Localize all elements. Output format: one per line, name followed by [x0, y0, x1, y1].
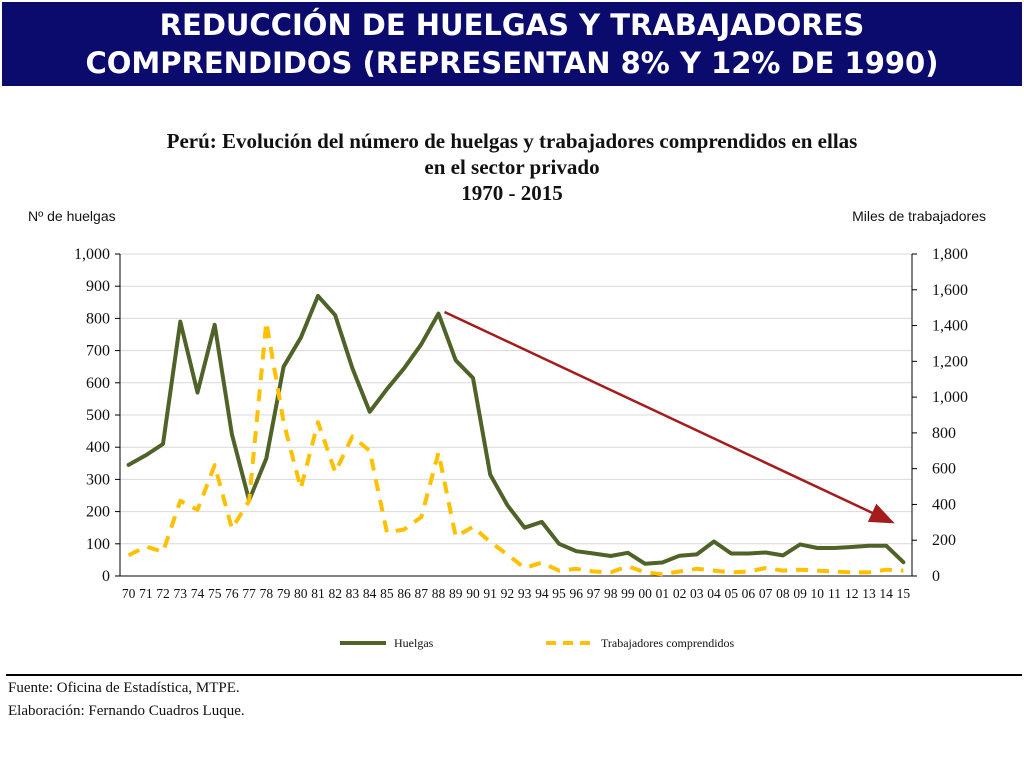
- trend-arrow: [443, 310, 895, 524]
- series-line-trabajadores-comprendidos: [127, 320, 904, 577]
- x-tick-label: 15: [897, 586, 911, 601]
- left-tick-label: 800: [86, 310, 110, 327]
- x-tick-label: 12: [845, 586, 859, 601]
- x-tick-label: 78: [260, 586, 274, 601]
- legend-label: Huelgas: [394, 636, 434, 650]
- left-tick-label: 400: [86, 439, 110, 456]
- x-tick-label: 87: [415, 586, 429, 601]
- x-tick-label: 07: [759, 586, 773, 601]
- x-tick-label: 93: [518, 586, 532, 601]
- x-tick-label: 82: [328, 586, 342, 601]
- x-tick-label: 70: [122, 586, 136, 601]
- x-tick-label: 99: [621, 586, 635, 601]
- chart-title-line-3: 1970 - 2015: [461, 181, 563, 205]
- right-tick-label: 400: [932, 496, 956, 513]
- chart-title-line-1: Perú: Evolución del número de huelgas y …: [166, 129, 858, 153]
- x-tick-label: 00: [638, 586, 652, 601]
- x-tick-label: 83: [346, 586, 360, 601]
- right-tick-label: 1,000: [932, 389, 968, 406]
- x-tick-label: 13: [862, 586, 876, 601]
- x-tick-label: 79: [277, 586, 291, 601]
- slide-title-banner: REDUCCIÓN DE HUELGAS Y TRABAJADORES COMP…: [2, 2, 1022, 86]
- x-tick-label: 03: [690, 586, 704, 601]
- left-tick-label: 500: [86, 407, 110, 424]
- x-tick-label: 97: [587, 586, 601, 601]
- right-tick-label: 800: [932, 425, 956, 442]
- x-tick-label: 73: [174, 586, 188, 601]
- x-tick-label: 02: [673, 586, 687, 601]
- x-tick-label: 96: [570, 586, 584, 601]
- left-tick-label: 0: [102, 568, 110, 585]
- x-tick-label: 95: [552, 586, 566, 601]
- left-tick-label: 100: [86, 536, 110, 553]
- x-tick-label: 92: [501, 586, 515, 601]
- x-tick-label: 89: [449, 586, 463, 601]
- x-tick-label: 06: [742, 586, 756, 601]
- right-axis-title: Miles de trabajadores: [852, 208, 986, 224]
- slide-title-line-1: REDUCCIÓN DE HUELGAS Y TRABAJADORES: [159, 8, 865, 42]
- left-tick-label: 700: [86, 343, 110, 360]
- right-tick-label: 200: [932, 532, 956, 549]
- x-tick-label: 74: [191, 586, 205, 601]
- chart-title: Perú: Evolución del número de huelgas y …: [0, 128, 1024, 206]
- right-tick-label: 1,600: [932, 282, 968, 299]
- right-tick-label: 1,400: [932, 318, 968, 335]
- x-tick-label: 72: [156, 586, 170, 601]
- x-tick-label: 09: [793, 586, 807, 601]
- x-tick-label: 81: [311, 586, 325, 601]
- x-tick-label: 90: [466, 586, 480, 601]
- x-tick-label: 98: [604, 586, 618, 601]
- right-tick-label: 600: [932, 461, 956, 478]
- x-tick-label: 75: [208, 586, 222, 601]
- x-tick-label: 94: [535, 586, 549, 601]
- x-tick-label: 88: [432, 586, 446, 601]
- left-tick-label: 600: [86, 375, 110, 392]
- left-tick-label: 900: [86, 278, 110, 295]
- footer-source: Fuente: Oficina de Estadística, MTPE.: [8, 680, 240, 696]
- left-tick-label: 200: [86, 504, 110, 521]
- x-tick-label: 86: [397, 586, 411, 601]
- x-tick-label: 76: [225, 586, 239, 601]
- left-tick-label: 300: [86, 471, 110, 488]
- x-tick-label: 84: [363, 586, 377, 601]
- legend-label: Trabajadores comprendidos: [601, 636, 735, 650]
- chart-title-line-2: en el sector privado: [424, 155, 600, 179]
- left-tick-label: 1,000: [74, 246, 110, 263]
- x-tick-label: 77: [242, 586, 256, 601]
- slide-title-line-2: COMPRENDIDOS (REPRESENTAN 8% Y 12% DE 19…: [85, 46, 939, 80]
- x-tick-label: 91: [483, 586, 497, 601]
- left-axis-title: Nº de huelgas: [28, 208, 116, 224]
- x-tick-label: 08: [776, 586, 790, 601]
- x-tick-label: 05: [724, 586, 738, 601]
- footer-author: Elaboración: Fernando Cuadros Luque.: [8, 703, 245, 719]
- x-tick-label: 14: [879, 586, 893, 601]
- right-tick-label: 0: [932, 568, 940, 585]
- x-tick-label: 04: [707, 586, 721, 601]
- x-tick-label: 71: [139, 586, 153, 601]
- x-tick-label: 85: [380, 586, 394, 601]
- x-tick-label: 01: [656, 586, 670, 601]
- right-tick-label: 1,200: [932, 353, 968, 370]
- series-line-huelgas: [126, 293, 906, 566]
- footer-divider: [6, 674, 1022, 676]
- x-tick-label: 10: [811, 586, 825, 601]
- x-tick-label: 80: [294, 586, 308, 601]
- right-tick-label: 1,800: [932, 246, 968, 263]
- x-tick-label: 11: [828, 586, 841, 601]
